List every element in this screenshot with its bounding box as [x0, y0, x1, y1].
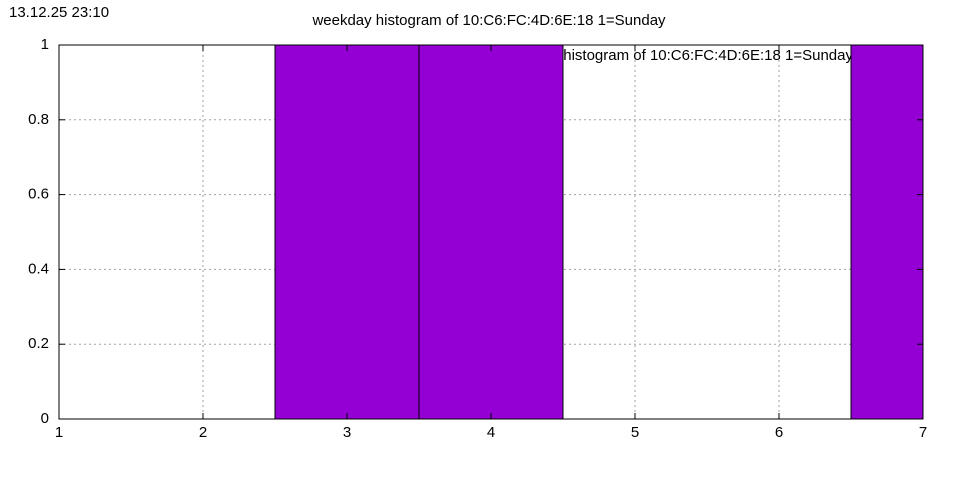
x-tick-label: 4: [487, 424, 495, 441]
y-tick-label: 0.8: [28, 111, 49, 128]
bars: [274, 45, 923, 419]
y-tick-label: 0.4: [28, 260, 49, 277]
timestamp: 13.12.25 23:10: [9, 4, 109, 21]
y-tick-label: 0: [41, 410, 49, 427]
legend-label: weekday histogram of 10:C6:FC:4D:6E:18 1…: [499, 47, 854, 64]
x-tick-label: 6: [775, 424, 783, 441]
x-tick-label: 3: [343, 424, 351, 441]
x-tick-label: 1: [55, 424, 63, 441]
y-tick-label: 1: [41, 36, 49, 53]
legend: weekday histogram of 10:C6:FC:4D:6E:18 1…: [499, 47, 854, 64]
bar: [850, 45, 923, 419]
bar: [274, 45, 420, 419]
y-tick-label: 0.2: [28, 335, 49, 352]
bar: [418, 45, 564, 419]
y-tick-label: 0.6: [28, 186, 49, 203]
ticks: 0 0.2 0.4 0.6 0.8 1 1 2 3 4 5 6 7: [28, 36, 927, 441]
x-tick-label: 5: [631, 424, 639, 441]
x-tick-label: 7: [919, 424, 927, 441]
x-tick-label: 2: [199, 424, 207, 441]
chart-title: weekday histogram of 10:C6:FC:4D:6E:18 1…: [311, 12, 666, 29]
